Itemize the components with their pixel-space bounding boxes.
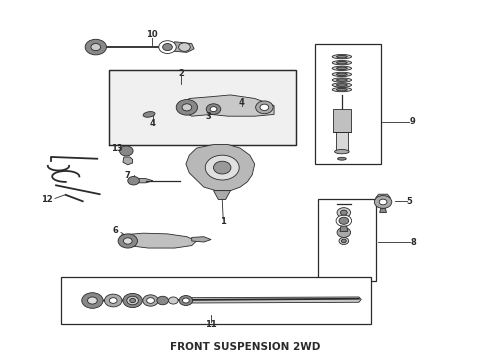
Text: 7: 7 — [125, 171, 131, 180]
Polygon shape — [340, 226, 348, 231]
Circle shape — [91, 44, 100, 51]
Ellipse shape — [332, 54, 352, 59]
Text: 4: 4 — [150, 119, 156, 128]
Circle shape — [159, 41, 176, 54]
Polygon shape — [192, 297, 361, 303]
Text: 8: 8 — [411, 238, 416, 247]
Circle shape — [256, 101, 273, 114]
Bar — [315, 44, 381, 164]
Circle shape — [123, 238, 132, 244]
Circle shape — [143, 295, 158, 306]
Polygon shape — [186, 145, 255, 191]
Ellipse shape — [337, 73, 347, 76]
Text: 2: 2 — [178, 69, 184, 78]
Polygon shape — [134, 179, 153, 183]
Circle shape — [157, 296, 169, 305]
Text: FRONT SUSPENSION 2WD: FRONT SUSPENSION 2WD — [170, 342, 320, 352]
Circle shape — [128, 176, 139, 185]
Circle shape — [147, 298, 154, 303]
Text: 5: 5 — [407, 197, 413, 206]
Ellipse shape — [332, 78, 352, 82]
Circle shape — [120, 146, 133, 156]
Ellipse shape — [337, 62, 347, 64]
Circle shape — [130, 298, 136, 303]
Bar — [61, 278, 371, 324]
Circle shape — [205, 155, 239, 180]
Ellipse shape — [335, 149, 349, 154]
Ellipse shape — [338, 157, 346, 160]
Ellipse shape — [337, 88, 347, 91]
Text: 9: 9 — [409, 117, 415, 126]
Bar — [333, 109, 351, 132]
Text: 12: 12 — [42, 195, 53, 204]
Circle shape — [379, 199, 387, 205]
Circle shape — [163, 44, 172, 51]
Circle shape — [118, 234, 138, 248]
Text: 10: 10 — [146, 30, 158, 39]
Circle shape — [341, 210, 347, 215]
Ellipse shape — [337, 67, 347, 69]
Circle shape — [336, 215, 352, 226]
Bar — [318, 199, 376, 281]
Circle shape — [337, 208, 351, 217]
Circle shape — [169, 297, 178, 304]
Polygon shape — [214, 191, 230, 199]
Circle shape — [182, 104, 192, 111]
Text: 11: 11 — [205, 320, 217, 329]
Circle shape — [104, 294, 122, 307]
Ellipse shape — [332, 87, 352, 92]
Circle shape — [337, 228, 351, 238]
Circle shape — [179, 296, 193, 306]
Text: 13: 13 — [111, 144, 122, 153]
Ellipse shape — [337, 84, 347, 86]
Circle shape — [339, 217, 349, 224]
Ellipse shape — [332, 66, 352, 71]
Ellipse shape — [143, 112, 155, 117]
Text: 1: 1 — [220, 217, 226, 226]
Circle shape — [342, 239, 346, 243]
Text: 3: 3 — [206, 112, 212, 121]
Ellipse shape — [332, 72, 352, 77]
Bar — [336, 132, 348, 152]
Polygon shape — [380, 208, 387, 213]
Circle shape — [127, 296, 138, 305]
Circle shape — [82, 293, 103, 308]
Polygon shape — [119, 233, 196, 248]
Ellipse shape — [337, 55, 347, 58]
Circle shape — [109, 298, 117, 303]
Polygon shape — [168, 42, 194, 53]
Circle shape — [206, 104, 221, 114]
Circle shape — [214, 161, 231, 174]
Ellipse shape — [332, 83, 352, 87]
Circle shape — [260, 104, 269, 111]
Circle shape — [179, 43, 190, 51]
Text: 4: 4 — [239, 98, 245, 107]
Circle shape — [88, 297, 97, 304]
Circle shape — [374, 195, 392, 208]
Circle shape — [176, 100, 197, 115]
Circle shape — [182, 298, 189, 303]
Circle shape — [210, 107, 217, 112]
Polygon shape — [192, 237, 211, 242]
Polygon shape — [182, 95, 274, 116]
Ellipse shape — [337, 79, 347, 81]
Text: 6: 6 — [112, 226, 118, 235]
Polygon shape — [376, 194, 391, 201]
Circle shape — [85, 39, 106, 55]
Polygon shape — [109, 70, 296, 145]
Circle shape — [339, 238, 349, 244]
Ellipse shape — [332, 60, 352, 65]
Polygon shape — [123, 157, 133, 165]
Circle shape — [123, 293, 142, 307]
